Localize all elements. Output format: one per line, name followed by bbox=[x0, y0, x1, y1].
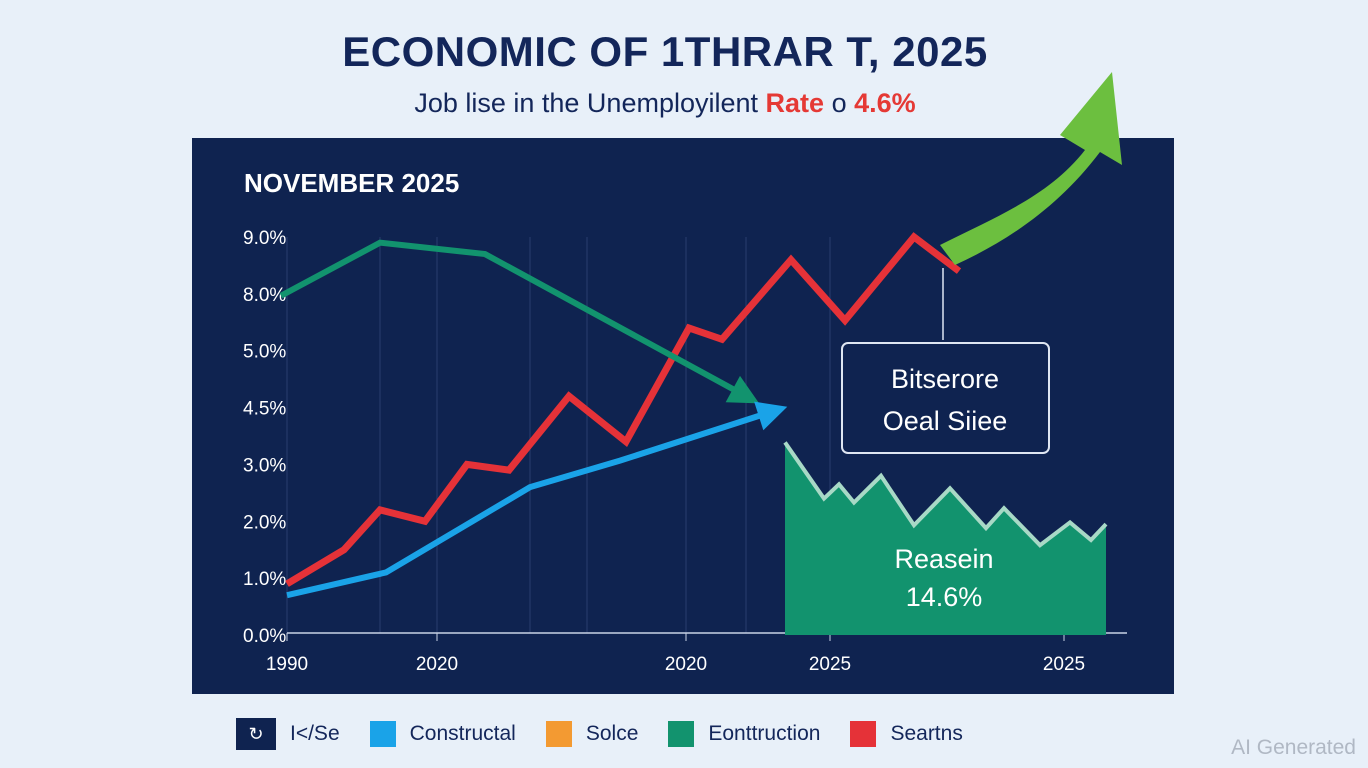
x-tick-label: 2020 bbox=[665, 654, 707, 675]
legend: ↻ I</Se Constructal Solce Eonttruction Se… bbox=[236, 718, 993, 750]
legend-swatch bbox=[369, 721, 396, 747]
y-tick-label: 3.0% bbox=[243, 455, 286, 476]
legend-swatch bbox=[668, 721, 695, 747]
subtitle-value: 4.6% bbox=[854, 88, 916, 118]
subtitle-text: Job lise in the Unemployilent bbox=[414, 88, 759, 118]
x-tick-label: 2020 bbox=[416, 654, 458, 675]
y-tick-label: 4.5% bbox=[243, 399, 286, 420]
series-line-eonttruction bbox=[279, 239, 748, 399]
subtitle-connector: o bbox=[831, 88, 847, 118]
y-tick-label: 9.0% bbox=[243, 228, 286, 249]
area-edge-reasein bbox=[783, 441, 1108, 548]
watermark: AI Generated bbox=[1231, 736, 1356, 759]
legend-label: I</Se bbox=[290, 722, 340, 745]
y-tick-label: 2.0% bbox=[243, 512, 286, 533]
annotation-line1: Bitserore bbox=[891, 364, 999, 394]
legend-item-1: Constructal bbox=[369, 721, 516, 747]
area-label-line1: Reasein bbox=[894, 544, 993, 574]
subtitle-highlight: Rate bbox=[765, 88, 825, 118]
x-tick-label: 2025 bbox=[1043, 654, 1085, 675]
legend-item-2: Solce bbox=[545, 721, 639, 747]
x-tick-label: 1990 bbox=[266, 654, 308, 675]
annotation-line2: Oeal Siiee bbox=[883, 406, 1008, 436]
legend-label: Seartns bbox=[890, 722, 963, 745]
area-label-line2: 14.6% bbox=[906, 582, 983, 612]
page-title: ECONOMIC OF 1THRAR T, 2025 bbox=[342, 28, 988, 75]
y-tick-label: 5.0% bbox=[243, 342, 286, 363]
legend-label: Solce bbox=[585, 722, 639, 745]
x-tick-label: 2025 bbox=[809, 654, 851, 675]
area-reasein bbox=[785, 442, 1106, 635]
annotation-box bbox=[841, 342, 1050, 454]
legend-swatch bbox=[545, 721, 572, 747]
series-line-seartns bbox=[285, 232, 962, 587]
legend-swatch bbox=[850, 721, 877, 747]
subtitle: Job lise in the Unemployilent Rate o 4.6… bbox=[0, 88, 1330, 119]
arrowhead-eonttruction bbox=[725, 375, 760, 404]
legend-label: Eonttruction bbox=[708, 722, 821, 745]
arrowhead-constructal bbox=[754, 401, 788, 431]
y-tick-label: 1.0% bbox=[243, 569, 286, 590]
y-tick-label: 0.0% bbox=[243, 626, 286, 647]
legend-item-3: Eonttruction bbox=[668, 721, 820, 747]
legend-item-4: Seartns bbox=[850, 721, 963, 747]
panel-heading: NOVEMBER 2025 bbox=[244, 168, 459, 198]
legend-item-0: ↻ I</Se bbox=[236, 718, 340, 750]
refresh-icon: ↻ bbox=[236, 718, 276, 750]
y-tick-label: 8.0% bbox=[243, 285, 286, 306]
growth-arrow bbox=[940, 72, 1122, 265]
legend-label: Constructal bbox=[409, 722, 516, 745]
